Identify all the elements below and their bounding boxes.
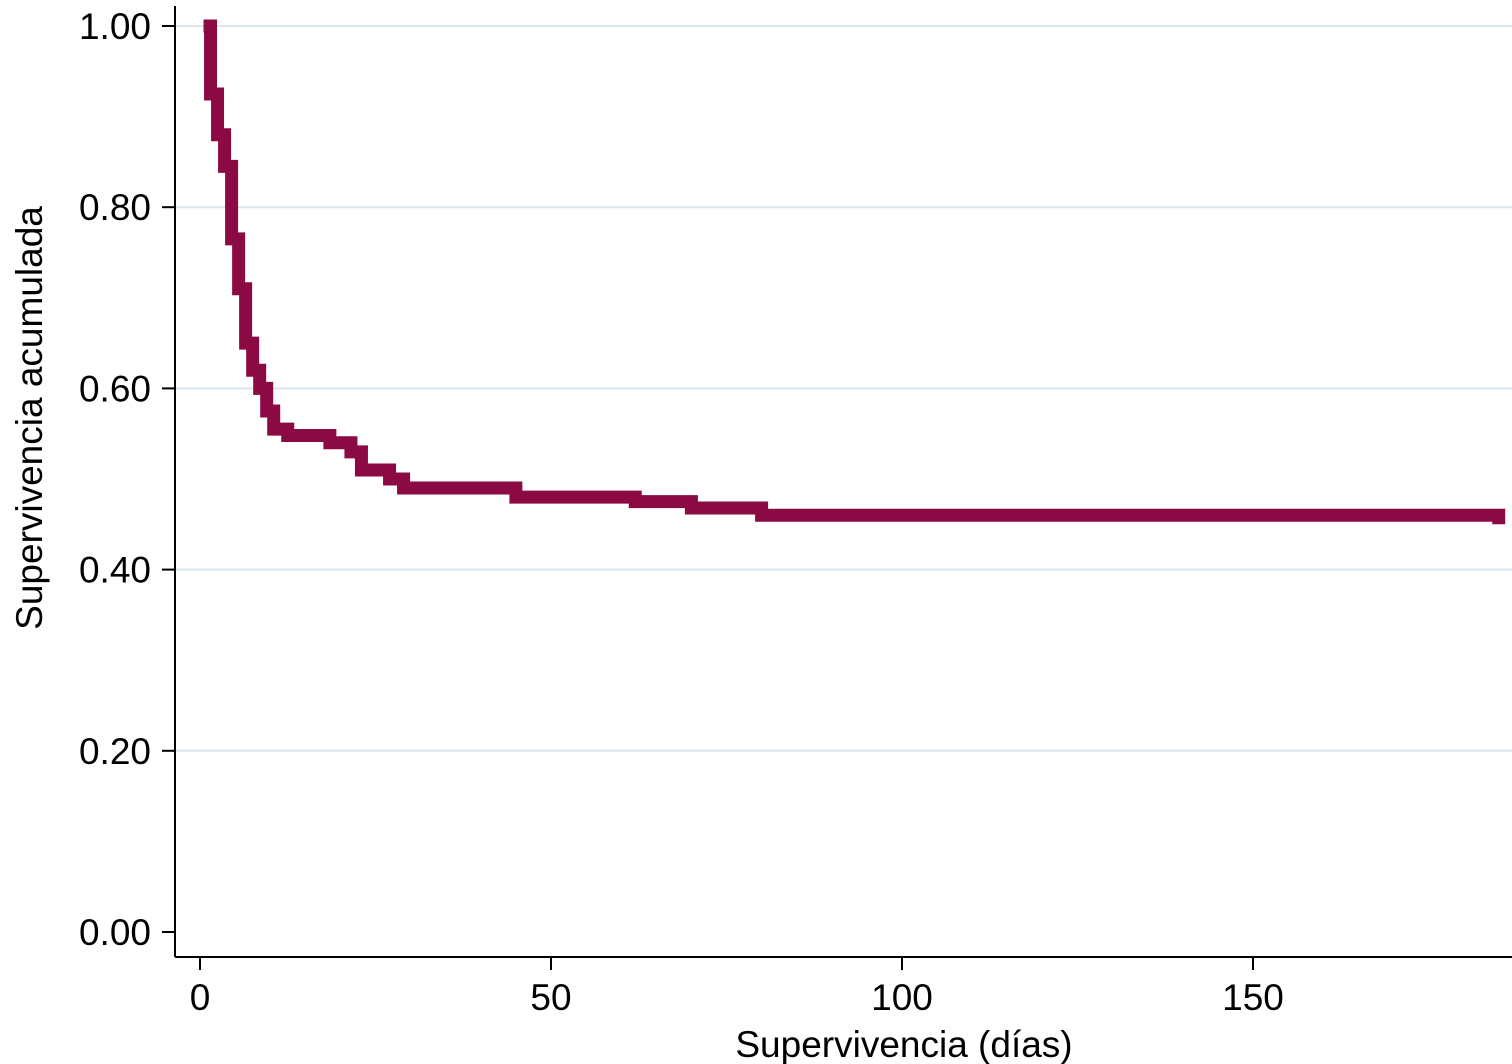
axes [174, 6, 1512, 958]
grid-lines [175, 25, 1512, 752]
x-axis-ticks: 0 50 100 150 [190, 957, 1284, 1018]
x-tick-label: 150 [1222, 977, 1284, 1018]
y-tick-label: 0.80 [79, 187, 151, 228]
x-tick-label: 100 [871, 977, 933, 1018]
y-tick-label: 0.40 [79, 550, 151, 591]
y-axis-ticks: 0.00 0.20 0.40 0.60 0.80 1.00 [79, 6, 175, 953]
x-axis-label: Supervivencia (días) [735, 1024, 1072, 1064]
y-axis-label: Supervivencia acumulada [9, 206, 50, 630]
survival-curve-line [203, 19, 1506, 525]
series-group [203, 19, 1506, 525]
y-tick-label: 0.20 [79, 731, 151, 772]
y-tick-label: 1.00 [79, 6, 151, 47]
x-tick-label: 50 [530, 977, 571, 1018]
y-tick-label: 0.00 [79, 912, 151, 953]
y-tick-label: 0.60 [79, 368, 151, 409]
x-tick-label: 0 [190, 977, 211, 1018]
